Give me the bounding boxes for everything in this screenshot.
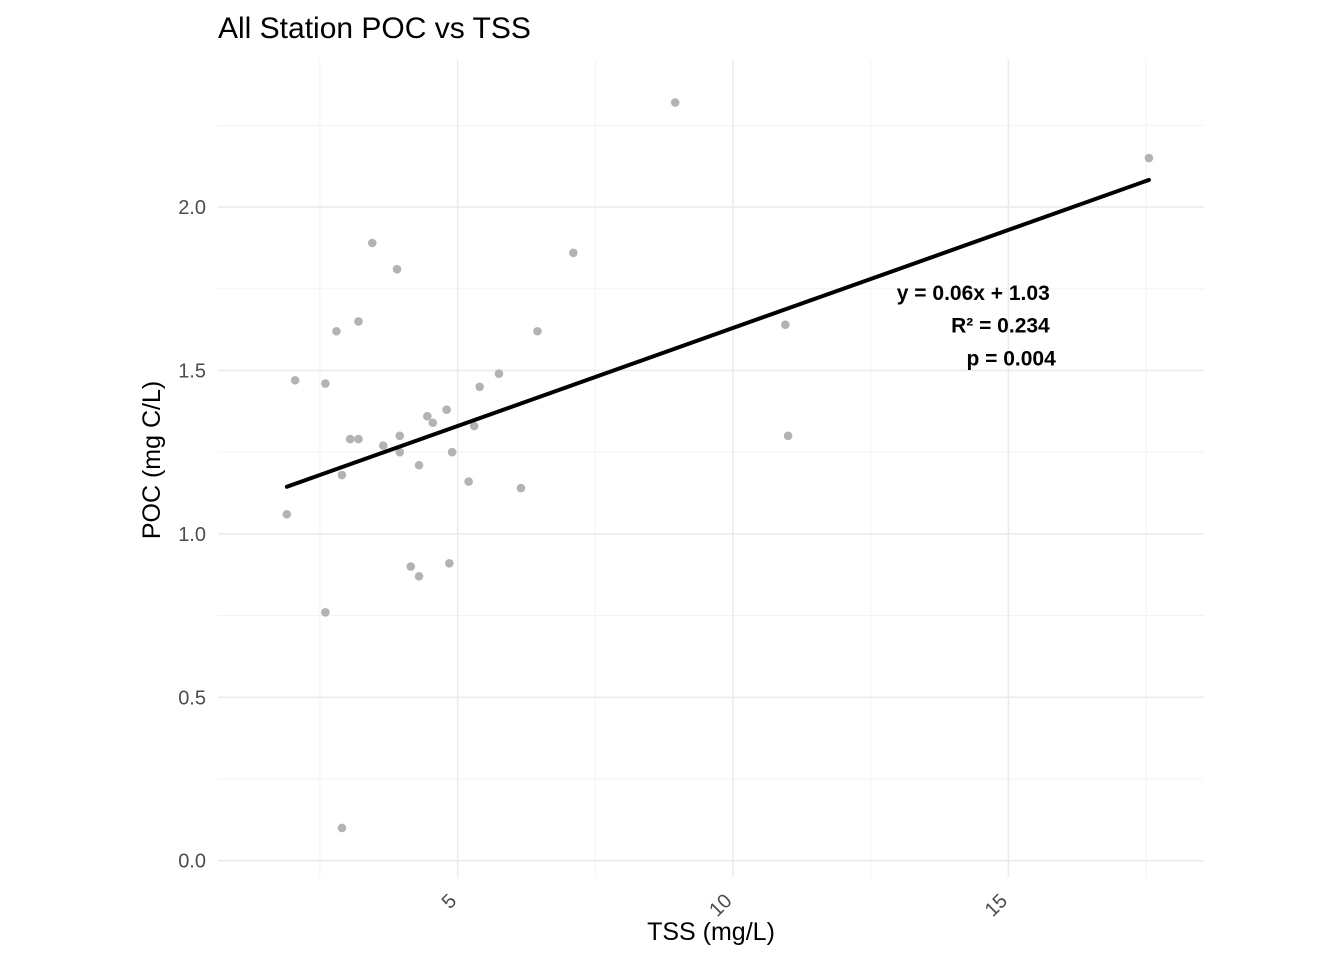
data-point [414, 572, 424, 581]
data-point [781, 320, 790, 330]
y-axis-tick-labels: 0.0 0.5 1.0 1.5 2.0 [178, 197, 206, 873]
data-point [354, 434, 363, 444]
x-tick-label: 10 [705, 890, 736, 921]
data-point [367, 238, 377, 248]
data-point [354, 317, 363, 326]
y-tick-label: 0.0 [178, 851, 206, 873]
y-tick-label: 2.0 [178, 197, 206, 219]
data-point [428, 418, 438, 428]
data-point [469, 421, 479, 431]
chart-title: All Station POC vs TSS [218, 12, 531, 45]
x-tick-label: 15 [981, 890, 1012, 921]
data-point [332, 326, 341, 336]
data-point [533, 326, 542, 336]
y-tick-label: 1.0 [178, 524, 206, 546]
data-point [475, 382, 484, 392]
data-point [445, 558, 454, 568]
regression-annotation: R² = 0.234 [951, 315, 1050, 338]
data-point [337, 823, 347, 833]
x-axis-tick-labels: 5 10 15 [438, 890, 1012, 921]
data-points [282, 98, 1154, 833]
data-point [392, 264, 402, 274]
data-point [783, 431, 793, 441]
data-point [337, 470, 347, 480]
data-point [516, 483, 526, 493]
x-axis-title: TSS (mg/L) [647, 918, 775, 946]
data-point [395, 447, 405, 457]
data-point [494, 369, 504, 379]
regression-annotation: y = 0.06x + 1.03 [897, 282, 1050, 305]
data-point [395, 431, 405, 441]
regression-annotation: p = 0.004 [966, 347, 1056, 370]
y-tick-label: 1.5 [178, 360, 206, 382]
data-point [406, 562, 416, 571]
data-point [670, 98, 680, 107]
y-tick-label: 0.5 [178, 687, 206, 709]
data-point [442, 405, 451, 414]
data-point [414, 460, 424, 470]
regression-annotations: y = 0.06x + 1.03 R² = 0.234 p = 0.004 [897, 282, 1056, 370]
data-point [321, 379, 330, 388]
regression-line [284, 177, 1151, 489]
data-point [282, 509, 292, 519]
data-point [1144, 153, 1154, 163]
data-point [321, 607, 330, 617]
data-point [345, 434, 355, 444]
regression-line-group [284, 177, 1151, 489]
major-gridlines [218, 60, 1204, 877]
y-axis-title: POC (mg C/L) [138, 381, 166, 539]
data-point [290, 375, 300, 385]
data-point [464, 477, 473, 486]
data-point [447, 447, 457, 457]
minor-gridlines [218, 60, 1204, 877]
data-point [378, 441, 388, 450]
x-tick-label: 5 [438, 890, 461, 913]
data-point [568, 248, 578, 258]
data-point [423, 411, 432, 421]
